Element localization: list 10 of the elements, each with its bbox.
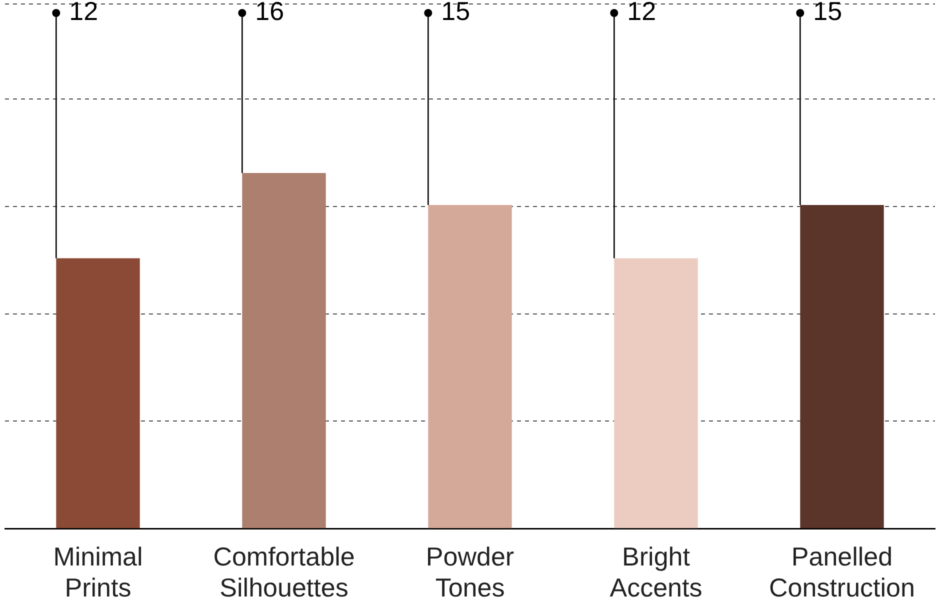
text: 16 <box>255 0 284 26</box>
text: 15 <box>813 0 842 26</box>
x-tick-label: Comfortable Silhouettes <box>213 541 355 603</box>
text: 12 <box>69 0 98 26</box>
x-tick-label: Minimal Prints <box>53 541 143 603</box>
text: 15 <box>441 0 470 26</box>
text: 12 <box>627 0 656 26</box>
x-tick-label: Powder Tones <box>426 541 514 603</box>
x-tick-label: Panelled Construction <box>769 541 915 603</box>
x-tick-label: Bright Accents <box>610 541 702 603</box>
